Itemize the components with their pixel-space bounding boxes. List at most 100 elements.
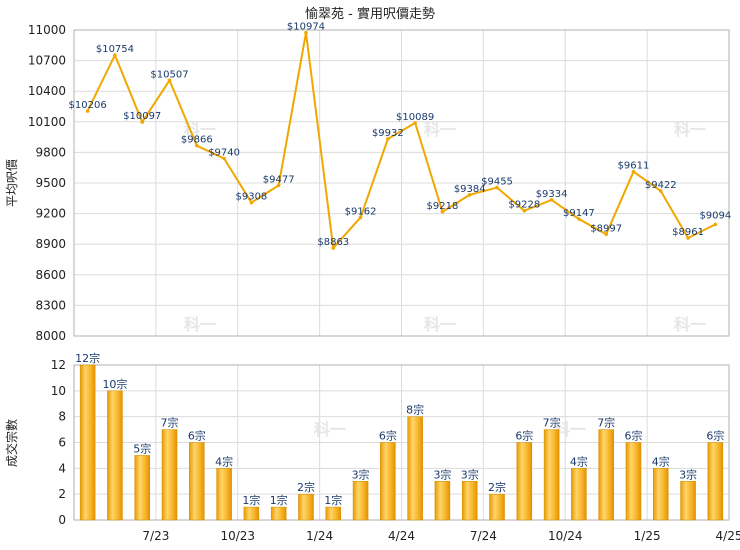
data-point: [113, 53, 117, 57]
y-tick-label: 8600: [35, 268, 66, 282]
bar-data-label: 7宗: [597, 416, 615, 430]
data-point: [386, 137, 390, 141]
bar-data-label: 6宗: [706, 429, 724, 443]
y-tick-label: 9200: [35, 207, 66, 221]
bar-data-label: 5宗: [133, 441, 151, 455]
point-data-label: $9455: [481, 177, 513, 188]
bar: [434, 481, 451, 521]
y-tick-label: 8900: [35, 237, 66, 251]
point-data-label: $9308: [235, 192, 267, 203]
bar: [189, 442, 205, 521]
watermark: 科一: [674, 315, 706, 334]
data-point: [331, 246, 336, 250]
bar: [380, 442, 396, 521]
bar: [407, 416, 423, 521]
point-data-label: $9218: [427, 201, 459, 212]
bar-data-label: 10宗: [102, 377, 127, 391]
watermark: 科一: [554, 420, 586, 439]
point-data-label: $9866: [181, 135, 213, 146]
bar: [680, 481, 696, 521]
bar: [516, 442, 533, 521]
bar: [461, 481, 478, 521]
bar: [270, 506, 287, 521]
bottom-y-axis-label: 成交宗數: [4, 419, 19, 467]
y-tick-label: 10700: [28, 54, 66, 68]
line-series: $10206 $10754 $10097 $10507 $9866 $9740 $9308 $…: [69, 22, 731, 250]
y-tick-label: 4: [58, 461, 66, 475]
data-point: [167, 78, 172, 83]
bar-data-label: 3宗: [352, 467, 370, 481]
bar-data-label: 12宗: [75, 351, 100, 365]
data-point: [358, 215, 363, 220]
data-point: [140, 120, 145, 124]
y-tick-label: 10400: [28, 84, 66, 98]
bar-data-label: 7宗: [161, 416, 179, 430]
point-data-label: $10206: [69, 100, 107, 111]
data-point: [276, 183, 281, 188]
bar-data-label: 1宗: [270, 493, 288, 507]
bar-data-label: 3宗: [679, 467, 697, 481]
y-tick-label: 9800: [35, 145, 66, 159]
y-tick-label: 9500: [35, 176, 66, 190]
data-point: [713, 222, 718, 227]
y-tick-label: 11000: [28, 23, 66, 37]
data-point: [440, 209, 445, 214]
bar-data-label: 4宗: [215, 454, 233, 468]
bar-data-label: 2宗: [297, 480, 315, 494]
bar: [161, 429, 178, 521]
bar: [79, 364, 96, 521]
bottom-grid: [74, 364, 730, 521]
x-tick-label: 1/25: [634, 529, 661, 543]
y-tick-label: 8300: [35, 298, 66, 312]
data-point: [549, 198, 554, 202]
top-y-axis-label: 平均呎價: [5, 159, 19, 207]
y-tick-label: 12: [51, 358, 66, 372]
data-point: [604, 232, 608, 237]
point-data-label: $10754: [96, 44, 134, 55]
point-data-label: $10089: [396, 112, 434, 123]
x-tick-label: 7/23: [142, 529, 169, 543]
bar-data-label: 4宗: [652, 454, 670, 468]
point-data-label: $10974: [287, 22, 325, 33]
x-tick-label: 7/24: [470, 529, 497, 543]
bar-data-label: 6宗: [624, 429, 642, 443]
watermark: 科一: [424, 120, 456, 139]
point-data-label: $9422: [645, 180, 677, 191]
point-data-label: $8997: [590, 223, 622, 234]
bar: [543, 429, 560, 521]
data-point: [495, 185, 499, 190]
bar-data-label: 6宗: [379, 429, 397, 443]
point-data-label: $9477: [263, 174, 295, 185]
bar-data-label: 7宗: [543, 416, 561, 430]
point-data-label: $9932: [372, 128, 404, 139]
data-point: [686, 236, 690, 240]
chart-title: 愉翠苑 - 實用呎價走勢: [305, 6, 435, 22]
x-tick-label: 1/24: [306, 529, 333, 543]
bar-data-label: 6宗: [515, 429, 533, 443]
top-plot-frame: [73, 29, 730, 337]
point-data-label: $9147: [563, 208, 595, 219]
bar: [134, 455, 150, 521]
point-data-label: $9094: [699, 210, 731, 221]
bar: [325, 506, 342, 521]
point-data-label: $10507: [150, 69, 188, 80]
data-point: [304, 30, 308, 35]
bottom-y-axis: 0 2 4 6 8 10 12: [51, 358, 66, 527]
data-point: [222, 156, 226, 161]
data-point: [658, 189, 663, 193]
y-tick-label: 0: [58, 513, 66, 527]
watermark: 科一: [314, 420, 346, 439]
x-tick-label: 10/24: [548, 529, 583, 543]
x-tick-label: 10/23: [220, 529, 255, 543]
bar: [707, 442, 724, 521]
data-point: [249, 200, 254, 205]
point-data-label: $9162: [345, 206, 377, 217]
data-point: [85, 109, 90, 113]
x-tick-label: 4/25: [716, 529, 740, 543]
y-tick-label: 8: [58, 410, 66, 424]
point-data-label: $9384: [454, 184, 486, 195]
watermark: 科一: [674, 120, 706, 139]
data-point: [577, 217, 581, 221]
